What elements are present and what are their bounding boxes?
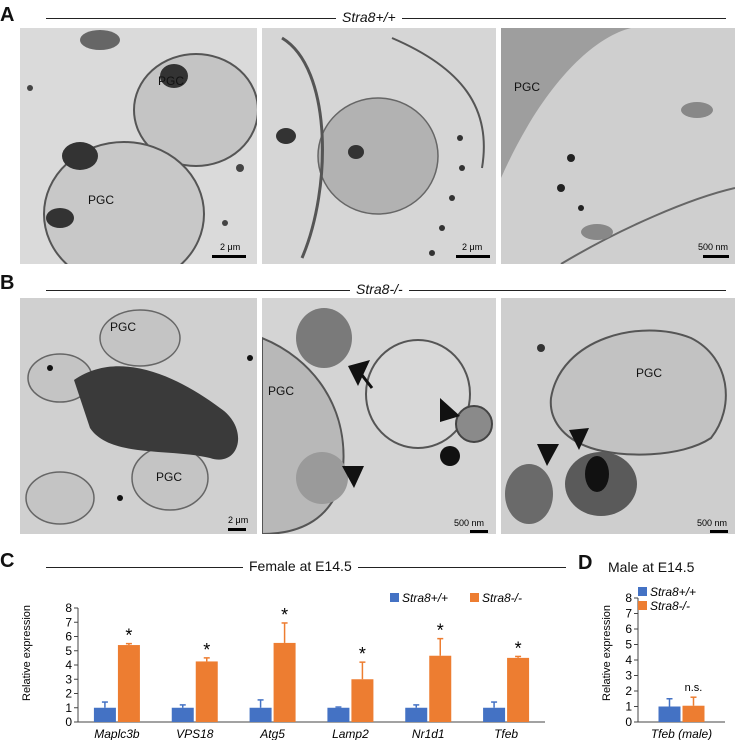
- y-tick-label: 7: [65, 615, 72, 629]
- y-tick-label: 4: [65, 658, 72, 672]
- scale-bar-label: 2 μm: [220, 242, 241, 252]
- y-tick-label: 4: [625, 653, 632, 667]
- bar: [405, 707, 428, 722]
- scale-bar: [470, 530, 488, 533]
- legend-swatch: [470, 593, 479, 602]
- panel-d-title: Male at E14.5: [608, 559, 695, 575]
- bar: [429, 655, 452, 722]
- x-tick-label: Nr1d1: [412, 727, 445, 740]
- legend-label: Stra8-/-: [650, 599, 690, 613]
- x-tick-label: Lamp2: [332, 727, 369, 740]
- y-tick-label: 1: [65, 701, 72, 715]
- significance-label: *: [515, 638, 522, 658]
- em-label-pgc: PGC: [156, 470, 183, 484]
- bar: [273, 642, 296, 722]
- y-tick-label: 2: [65, 687, 72, 701]
- legend-swatch: [390, 593, 399, 602]
- y-tick-label: 1: [625, 700, 632, 714]
- em-image-b3: [501, 298, 735, 534]
- significance-label: *: [437, 621, 444, 641]
- scale-bar-label: 500 nm: [698, 242, 729, 252]
- bar: [507, 657, 530, 722]
- bar: [351, 679, 374, 722]
- y-tick-label: 5: [65, 644, 72, 658]
- bar: [117, 645, 140, 722]
- em-image-a3: [501, 28, 735, 264]
- legend-label: Stra8-/-: [482, 591, 522, 605]
- y-tick-label: 5: [625, 638, 632, 652]
- panel-letter-b: B: [0, 272, 15, 294]
- scale-bar: [703, 255, 729, 258]
- bar: [658, 706, 681, 722]
- y-tick-label: 3: [65, 672, 72, 686]
- bar: [249, 707, 272, 722]
- scale-bar-label: 500 nm: [454, 518, 485, 528]
- x-tick-label: Tfeb: [494, 727, 518, 740]
- bar: [483, 707, 506, 722]
- x-tick-label: Tfeb (male): [651, 727, 712, 740]
- significance-label: *: [281, 605, 288, 625]
- bar: [682, 705, 705, 722]
- panel-c-title: Female at E14.5: [243, 558, 358, 574]
- panel-letter-c: C: [0, 550, 15, 572]
- em-label-pgc: PGC: [636, 366, 663, 380]
- em-label-pgc: PGC: [514, 80, 541, 94]
- scale-bar: [456, 255, 490, 258]
- em-image-a1: [20, 28, 257, 264]
- y-tick-label: 3: [625, 669, 632, 683]
- y-tick-label: 0: [625, 715, 632, 729]
- scale-bar: [212, 255, 246, 258]
- scale-bar-label: 2 μm: [228, 515, 249, 525]
- panel-letter-a: A: [0, 4, 15, 26]
- scale-bar: [710, 530, 728, 533]
- panel-a-title: Stra8+/+: [336, 9, 402, 25]
- em-label-pgc: PGC: [268, 384, 295, 398]
- legend-label: Stra8+/+: [402, 591, 448, 605]
- y-tick-label: 6: [65, 630, 72, 644]
- em-label-pgc: PGC: [110, 320, 137, 334]
- em-image-b2: [262, 298, 496, 534]
- y-tick-label: 8: [65, 601, 72, 615]
- significance-label: *: [359, 644, 366, 664]
- scale-bar: [228, 528, 246, 531]
- y-tick-label: 2: [625, 684, 632, 698]
- panel-letter-d: D: [578, 552, 593, 574]
- significance-label: n.s.: [685, 682, 703, 694]
- em-label-pgc: PGC: [88, 193, 115, 207]
- scale-bar-label: 2 μm: [462, 242, 483, 252]
- significance-label: *: [203, 640, 210, 660]
- scale-bar-label: 500 nm: [697, 518, 728, 528]
- y-tick-label: 0: [65, 715, 72, 729]
- legend-swatch: [638, 601, 647, 610]
- chart-d-ylabel: Relative expression: [601, 605, 613, 701]
- legend-label: Stra8+/+: [650, 585, 696, 599]
- bar: [171, 707, 194, 722]
- chart-c-ylabel: Relative expression: [21, 605, 33, 701]
- panel-b-title: Stra8-/-: [350, 281, 409, 297]
- y-tick-label: 6: [625, 622, 632, 636]
- bar: [93, 707, 116, 722]
- significance-label: *: [125, 626, 132, 646]
- em-label-pgc: PGC: [158, 74, 185, 88]
- legend-swatch: [638, 587, 647, 596]
- x-tick-label: VPS18: [176, 727, 214, 740]
- x-tick-label: Maplc3b: [94, 727, 140, 740]
- x-tick-label: Atg5: [259, 727, 285, 740]
- y-tick-label: 8: [625, 591, 632, 605]
- y-tick-label: 7: [625, 607, 632, 621]
- bar: [195, 661, 218, 722]
- em-image-a2: [262, 28, 496, 264]
- bar: [327, 707, 350, 722]
- em-image-b1: [20, 298, 257, 534]
- chart-d: Relative expression 01 23 45 67 8 n.s. Tfeb (…: [601, 585, 725, 740]
